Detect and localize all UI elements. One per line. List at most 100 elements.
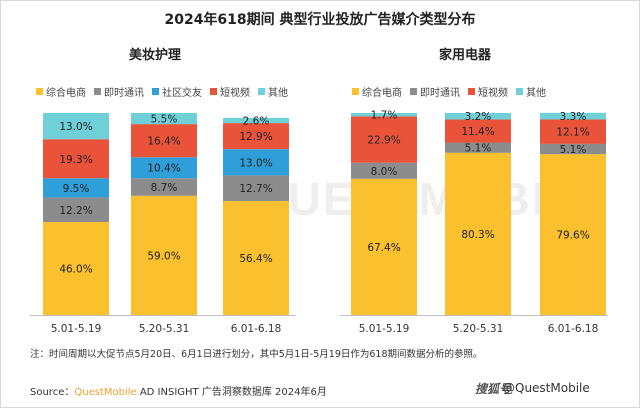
bar-segment [43,178,109,198]
legend-item: 社区交友 [152,84,202,99]
bar-segment [43,139,109,179]
bar-segment [131,157,197,179]
data-label: 12.9% [239,131,272,143]
bar-segment [445,152,511,315]
chart-title: 2024年618期间 典型行业投放广告媒介类型分布 [164,12,476,28]
source-rest: AD INSIGHT 广告洞察数据库 2024年6月 [136,387,327,398]
x-tick-label: 5.01-5.19 [51,323,102,335]
data-label: 1.7% [371,110,398,122]
bar-segment [223,123,289,150]
source-line: Source：QuestMobile AD INSIGHT 广告洞察数据库 20… [30,383,327,398]
data-label: 22.9% [367,135,400,147]
bar-segment [445,142,511,153]
legend-item: 短视频 [210,84,250,99]
legend-label: 社区交友 [162,88,202,99]
data-label: 19.3% [59,154,92,166]
legend-label: 短视频 [478,88,508,99]
data-label: 12.2% [59,205,92,217]
bar-segment [223,149,289,176]
data-label: 10.4% [147,163,180,175]
bar-segment [540,119,606,144]
data-label: 9.5% [63,183,90,195]
bar-segment [43,113,109,140]
data-label: 8.7% [151,182,178,194]
data-label: 16.4% [147,136,180,148]
data-label: 13.0% [59,121,92,133]
source-brand: QuestMobile [74,387,137,398]
data-label: 56.4% [239,253,272,265]
x-tick-label: 5.01-5.19 [359,323,410,335]
data-label: 13.0% [239,157,272,169]
legend-label: 其他 [268,88,288,99]
legend-swatch [36,88,43,95]
legend-swatch [94,88,101,95]
legend-home-appliance: 综合电商 即时通讯 短视频 其他 [352,84,554,99]
legend-label: 短视频 [220,88,250,99]
legend-swatch [152,88,159,95]
bar-segment [445,113,511,120]
data-label: 3.2% [465,111,492,123]
legend-item: 其他 [516,84,546,99]
bar-segment [445,119,511,143]
legend-swatch [210,88,217,95]
plot-beauty-care: 46.0% 12.2% 9.5% 19.3% 13.0% 5.01-5.19 59.0% 8.… [30,113,296,335]
data-label: 5.1% [560,144,587,156]
bar-segment [540,112,606,120]
data-label: 5.5% [151,114,178,126]
legend-item: 即时通讯 [94,84,144,99]
bar-segment [540,143,606,155]
data-label: 2.6% [243,115,270,127]
panel-title-home-appliance: 家用电器 [438,48,491,63]
bar-segment [43,197,109,223]
footnote: 注：时间周期以大促节点5月20日、6月1日进行划分，其中5月1日-5月19日作为… [30,349,483,360]
legend-swatch [410,88,417,95]
x-tick-label: 6.01-6.18 [231,323,282,335]
legend-label: 即时通讯 [420,88,460,99]
x-tick-label: 5.20-5.31 [139,323,190,335]
legend-label: 其他 [526,88,546,99]
watermark-handle: @QuestMobile [503,381,590,395]
data-label: 80.3% [461,229,494,241]
x-tick-label: 5.20-5.31 [453,323,504,335]
bar-segment [43,222,109,315]
legend-swatch [516,88,523,95]
data-label: 59.0% [147,250,180,262]
legend-item: 即时通讯 [410,84,460,99]
source-prefix: Source： [30,387,75,398]
sohu-logo: 搜狐号 [475,382,512,396]
bar-segment [351,178,417,315]
data-label: 11.4% [461,126,494,138]
bar-segment [131,178,197,196]
bar-segment [223,175,289,202]
data-label: 8.0% [371,166,398,178]
data-label: 12.7% [239,183,272,195]
legend-item: 综合电商 [352,84,402,99]
bar-segment [223,117,289,124]
legend-swatch [258,88,265,95]
legend-item: 综合电商 [36,84,86,99]
bar-segment [131,124,197,158]
bar-segment [540,154,606,315]
bar-segment [131,195,197,315]
data-label: 5.1% [465,143,492,155]
legend-label: 综合电商 [46,88,86,99]
bar-segment [223,201,289,315]
data-label: 46.0% [59,264,92,276]
legend-label: 即时通讯 [104,88,144,99]
legend-item: 短视频 [468,84,508,99]
data-label: 12.1% [556,127,589,139]
legend-beauty-care: 综合电商 即时通讯 社区交友 短视频 其他 [36,84,296,99]
panel-title-beauty-care: 美妆护理 [128,48,181,63]
x-tick-label: 6.01-6.18 [548,323,599,335]
data-label: 3.3% [560,111,587,123]
bar-segment [131,113,197,125]
data-label: 79.6% [556,230,589,242]
bar-segment [351,162,417,179]
plot-home-appliance: 67.4% 8.0% 22.9% 1.7% 5.01-5.19 80.3% 5.1% 11.4… [340,110,608,335]
legend-swatch [468,88,475,95]
legend-label: 综合电商 [362,88,402,99]
legend-item: 其他 [258,84,288,99]
bar-segment [351,116,417,163]
bar-segment [351,113,417,117]
